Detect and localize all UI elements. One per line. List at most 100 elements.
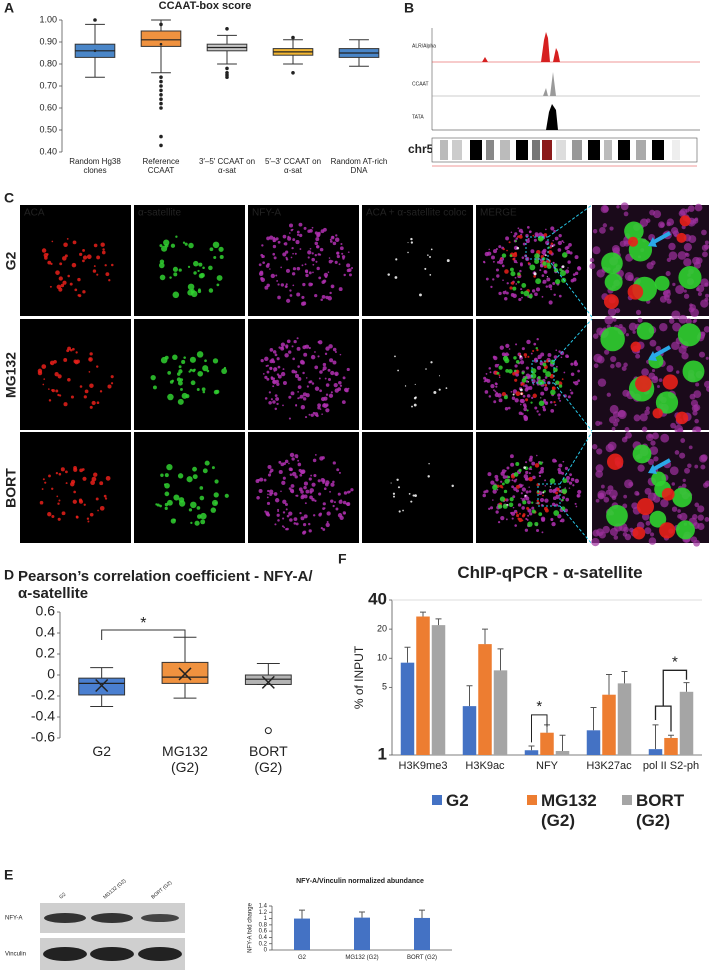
track-label: CCAAT [412,81,429,87]
signal-dot [199,486,204,490]
signal-dot [527,381,530,383]
signal-dot [322,528,326,531]
signal-dot [190,521,193,525]
signal-dot [315,414,319,418]
outlier [291,35,295,40]
signal-dot [411,405,413,408]
signal-dot [66,237,69,240]
signal-dot [505,236,510,241]
signal-dot [200,512,207,520]
signal-dot [102,248,105,251]
signal-dot [86,517,90,520]
signal-dot [555,365,558,368]
signal-dot [264,356,269,362]
signal-dot [308,529,312,533]
y-tick-label: 0.8 [259,922,268,928]
signal-dot [336,254,340,259]
signal-dot [532,475,536,480]
signal-dot [666,298,672,304]
signal-dot [558,393,561,396]
signal-dot [288,223,294,228]
signal-dot [327,377,331,381]
legend-label: MG132 (G2) [541,791,597,830]
signal-dot [688,235,697,243]
signal-dot [274,498,280,503]
signal-dot [609,416,617,424]
signal-dot [67,274,70,278]
signal-dot [152,385,157,390]
signal-dot [397,369,399,372]
signal-dot [648,372,656,380]
column-label: α-satellite [138,208,181,219]
signal-dot [284,242,288,246]
signal-dot [292,267,297,271]
signal-dot [103,494,107,498]
signal-dot [86,254,92,260]
signal-dot [698,351,706,358]
signal-dot [567,395,571,399]
x-tick-label: NFY [536,760,558,772]
signal-dot [394,276,398,279]
signal-dot [574,478,580,484]
signal-dot [67,378,71,382]
signal-dot [311,257,315,262]
signal-dot [266,377,270,381]
signal-dot [483,490,487,494]
signal-dot [595,498,600,503]
signal-dot [290,489,295,494]
signal-dot [105,272,110,277]
signal-dot [557,514,562,519]
signal-dot [272,400,276,404]
signal-dot [596,355,605,364]
signal-blob [676,232,687,243]
x-tick-label: H3K27ac [586,760,632,772]
signal-dot [282,234,287,239]
signal-dot [493,400,497,404]
signal-dot [550,242,554,245]
signal-dot [269,268,271,270]
signal-dot [566,355,569,358]
signal-dot [545,285,549,288]
signal-blob [654,275,670,291]
signal-dot [700,464,706,470]
signal-dot [498,291,502,296]
signal-dot [304,502,307,505]
signal-dot [269,235,274,240]
signal-dot [655,345,661,352]
signal-dot [297,459,300,462]
signal-dot [289,294,293,297]
x-tick-label: pol II S2-ph [642,760,700,772]
signal-dot [327,271,330,273]
panel-letter: B [404,0,414,16]
signal-dot [531,461,536,466]
signal-dot [627,274,634,282]
signal-dot [283,462,286,466]
signal-dot [574,255,579,260]
significance-bracket [654,669,688,732]
signal-dot [298,222,303,227]
signal-dot [508,369,513,374]
arrow-head [648,351,657,361]
signal-dot [612,317,617,322]
signal-dot [502,290,507,295]
signal-dot [516,246,520,250]
column-label: MERGE [480,208,517,219]
signal-dot [159,504,162,508]
signal-dot [518,353,521,356]
signal-dot [285,283,288,286]
signal-blob [675,520,695,540]
signal-dot [89,512,94,517]
signal-dot [486,378,491,383]
signal-dot [658,378,663,382]
signal-dot [185,394,190,399]
signal-dot [269,348,274,352]
signal-dot [504,352,509,357]
signal-dot [322,502,326,506]
signal-dot [266,236,270,241]
signal-dot [315,244,320,249]
signal-dot [182,241,186,244]
signal-dot [183,356,186,359]
signal-dot [181,359,186,364]
signal-dot [297,391,300,393]
